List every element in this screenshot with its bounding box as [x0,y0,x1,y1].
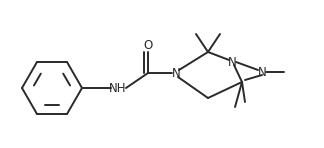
Text: N: N [228,56,237,69]
Text: NH: NH [109,82,127,95]
Text: N: N [258,66,266,78]
Text: O: O [144,38,153,52]
Text: N: N [172,66,180,79]
